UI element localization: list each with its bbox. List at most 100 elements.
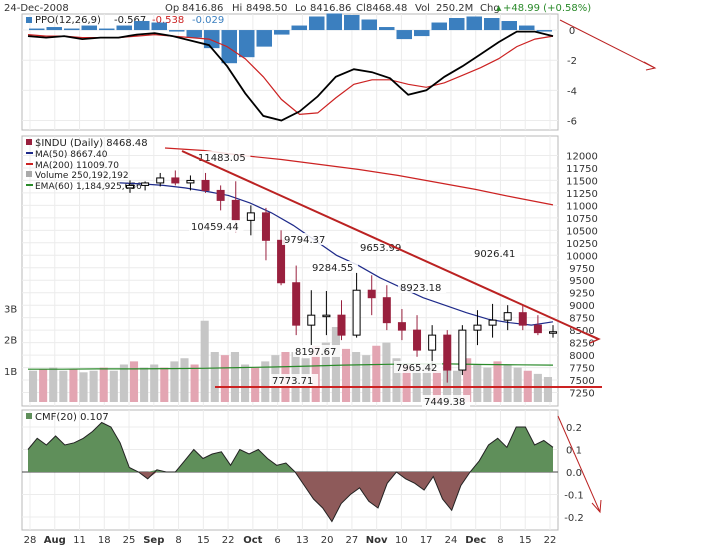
volume-bar xyxy=(352,352,361,402)
price-legend-ma200: MA(200) 11009.70 xyxy=(35,161,119,171)
candle-down xyxy=(277,239,286,284)
volume-bar xyxy=(49,367,58,402)
candle-up xyxy=(141,182,150,186)
price-y-tick: 9000 xyxy=(569,301,594,312)
cmf-positive-area xyxy=(28,422,553,472)
x-tick-label: 15 xyxy=(197,535,210,546)
price-y-tick: 8750 xyxy=(569,314,594,325)
price-annotation: 8197.67 xyxy=(295,347,336,358)
candle-up xyxy=(246,212,255,221)
volume-bar xyxy=(170,361,179,402)
header-close: 8468.48 xyxy=(366,3,407,14)
volume-bar xyxy=(241,364,250,402)
volume-bar xyxy=(89,370,98,402)
ppo-histogram-bar xyxy=(99,28,115,31)
ppo-legend-value-1: -0.567 xyxy=(114,15,146,26)
candle-up xyxy=(352,289,361,336)
annotation-bg xyxy=(293,345,342,357)
ppo-histogram-bar xyxy=(484,18,500,31)
ppo-legend-name: PPO(12,26,9) xyxy=(35,15,101,26)
volume-bar xyxy=(483,367,492,402)
x-tick-label: 11 xyxy=(73,535,86,546)
volume-bar xyxy=(119,364,128,402)
volume-y-tick: 3B xyxy=(4,304,17,315)
header-low: 8416.86 xyxy=(310,3,351,14)
ppo-histogram-bar xyxy=(291,25,307,31)
candle-up xyxy=(488,319,497,326)
x-tick-label: Oct xyxy=(243,535,262,546)
cmf-trend-line xyxy=(557,415,601,513)
annotation-bg xyxy=(282,233,331,245)
volume-series xyxy=(28,320,554,402)
volume-bar xyxy=(543,377,552,402)
candle-up xyxy=(322,314,331,318)
header: 24-Dec-2008 Op 8416.86 Hi 8498.50 Lo 841… xyxy=(4,3,591,14)
cmf-y-tick: -0.1 xyxy=(564,491,584,502)
candle-down xyxy=(261,212,270,241)
annotation-bg xyxy=(394,361,443,373)
ppo-histogram-bar xyxy=(326,13,342,31)
price-y-tick: 7750 xyxy=(569,364,594,375)
x-tick-label: 8 xyxy=(497,535,503,546)
price-annotation: 7449.38 xyxy=(424,397,465,408)
cmf-trend-arrow xyxy=(591,499,602,514)
ppo-histogram-bar xyxy=(239,30,255,58)
candle-up xyxy=(307,314,316,326)
header-low-label: Lo xyxy=(295,3,307,14)
volume-y-tick: 1B xyxy=(4,367,17,378)
candle-up xyxy=(503,312,512,321)
ppo-legend: PPO(12,26,9) -0.567 -0.538 -0.029 xyxy=(26,15,224,26)
x-tick-label: 24 xyxy=(445,535,458,546)
cmf-y-tick: 0.1 xyxy=(566,446,582,457)
volume-bar xyxy=(59,370,68,402)
ppo-legend-swatch xyxy=(26,17,32,23)
downtrend-arrow xyxy=(587,333,601,344)
candle-down xyxy=(397,322,406,331)
header-change-label: Chg xyxy=(480,3,500,14)
price-y-tick: 10500 xyxy=(566,226,598,237)
ppo-histogram-bar xyxy=(466,16,482,31)
x-tick-label: 17 xyxy=(420,535,433,546)
volume-bar xyxy=(109,370,118,402)
volume-bar xyxy=(99,367,108,402)
price-y-tick: 9750 xyxy=(569,264,594,275)
x-tick-label: 28 xyxy=(24,535,37,546)
price-y-tick: 9250 xyxy=(569,289,594,300)
cmf-legend-text: CMF(20) 0.107 xyxy=(35,412,109,423)
price-y-tick: 7500 xyxy=(569,376,594,387)
ppo-histogram-bar xyxy=(536,30,552,32)
price-annotation: 7773.71 xyxy=(272,376,313,387)
volume-bar xyxy=(79,372,88,402)
x-tick-label: 13 xyxy=(296,535,309,546)
volume-bar xyxy=(160,367,169,402)
header-volume-label: Vol xyxy=(415,3,430,14)
volume-bar xyxy=(200,320,209,402)
ppo-histogram-bar xyxy=(379,27,395,31)
volume-bar xyxy=(321,342,330,402)
annotation-bg xyxy=(270,374,319,386)
price-y-tick: 7250 xyxy=(569,389,594,400)
cmf-legend: CMF(20) 0.107 xyxy=(26,412,109,423)
ppo-legend-value-3: -0.029 xyxy=(192,15,224,26)
volume-bar xyxy=(140,367,149,402)
volume-bar xyxy=(210,352,219,402)
x-tick-label: Nov xyxy=(366,535,388,546)
price-legend-ma50: MA(50) 8667.40 xyxy=(35,150,108,160)
candle-down xyxy=(533,324,542,334)
ppo-panel xyxy=(21,13,559,131)
x-tick-label: 20 xyxy=(321,535,334,546)
volume-bar xyxy=(463,358,472,402)
candle-down xyxy=(292,282,301,326)
x-tick-label: 6 xyxy=(274,535,280,546)
price-legend: $INDU (Daily) 8468.48 MA(50) 8667.40 MA(… xyxy=(26,138,148,192)
ppo-histogram-bar xyxy=(151,22,167,31)
candle-up xyxy=(186,179,195,184)
ma50-line xyxy=(119,182,554,326)
candle-down xyxy=(337,314,346,336)
ppo-histogram-bar xyxy=(134,21,150,31)
ppo-line xyxy=(27,30,554,122)
header-close-label: Cl xyxy=(356,3,366,14)
x-tick-label: 8 xyxy=(175,535,181,546)
